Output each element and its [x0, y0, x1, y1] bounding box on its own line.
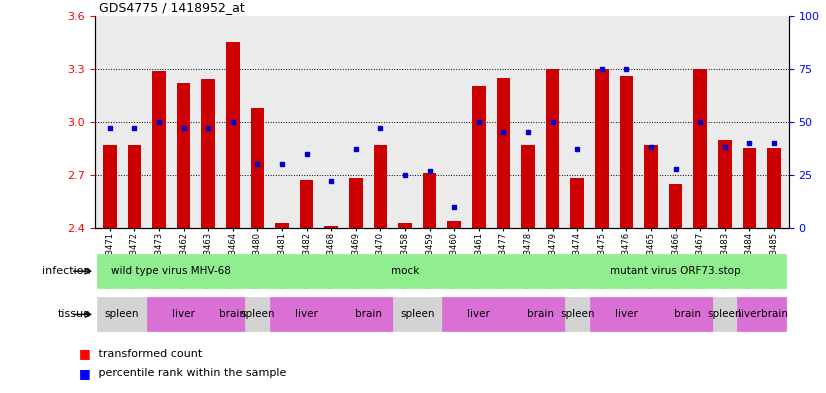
- Text: liver: liver: [738, 309, 761, 320]
- Text: mutant virus ORF73.stop: mutant virus ORF73.stop: [610, 266, 741, 276]
- Bar: [97, 254, 245, 288]
- Text: transformed count: transformed count: [95, 349, 202, 359]
- Bar: [250, 108, 264, 228]
- Bar: [373, 145, 387, 228]
- Bar: [546, 69, 559, 228]
- Text: spleen: spleen: [708, 309, 742, 320]
- Text: liver: liver: [172, 309, 195, 320]
- Bar: [713, 298, 737, 331]
- Text: spleen: spleen: [400, 309, 434, 320]
- Bar: [669, 184, 682, 228]
- Bar: [663, 298, 713, 331]
- Bar: [127, 145, 141, 228]
- Bar: [221, 298, 245, 331]
- Bar: [392, 298, 442, 331]
- Text: liver: liver: [615, 309, 638, 320]
- Text: mock: mock: [391, 266, 419, 276]
- Text: percentile rank within the sample: percentile rank within the sample: [95, 368, 287, 378]
- Text: brain: brain: [761, 309, 787, 320]
- Bar: [152, 70, 166, 228]
- Bar: [349, 178, 363, 228]
- Text: infection: infection: [42, 266, 91, 276]
- Bar: [275, 222, 289, 228]
- Bar: [245, 254, 565, 288]
- Bar: [300, 180, 313, 228]
- Bar: [743, 148, 757, 228]
- Bar: [147, 298, 221, 331]
- Bar: [620, 76, 634, 228]
- Text: spleen: spleen: [240, 309, 274, 320]
- Bar: [515, 298, 565, 331]
- Bar: [177, 83, 190, 228]
- Text: brain: brain: [527, 309, 553, 320]
- Bar: [97, 298, 147, 331]
- Bar: [202, 79, 215, 228]
- Text: wild type virus MHV-68: wild type virus MHV-68: [112, 266, 231, 276]
- Bar: [767, 148, 781, 228]
- Text: brain: brain: [354, 309, 382, 320]
- Bar: [423, 173, 436, 228]
- Bar: [718, 140, 732, 228]
- Bar: [565, 254, 786, 288]
- Bar: [344, 298, 392, 331]
- Bar: [496, 78, 510, 228]
- Text: ■: ■: [79, 367, 91, 380]
- Bar: [737, 298, 762, 331]
- Text: tissue: tissue: [58, 309, 91, 320]
- Bar: [565, 298, 590, 331]
- Bar: [571, 178, 584, 228]
- Bar: [245, 298, 269, 331]
- Bar: [595, 69, 609, 228]
- Bar: [448, 221, 461, 228]
- Text: liver: liver: [468, 309, 491, 320]
- Bar: [472, 86, 486, 228]
- Bar: [269, 298, 344, 331]
- Bar: [762, 298, 786, 331]
- Text: GDS4775 / 1418952_at: GDS4775 / 1418952_at: [99, 1, 244, 14]
- Bar: [103, 145, 116, 228]
- Text: brain: brain: [219, 309, 246, 320]
- Text: spleen: spleen: [105, 309, 140, 320]
- Bar: [398, 222, 412, 228]
- Text: spleen: spleen: [560, 309, 595, 320]
- Bar: [590, 298, 663, 331]
- Text: ■: ■: [79, 347, 91, 360]
- Bar: [644, 145, 657, 228]
- Bar: [226, 42, 240, 228]
- Bar: [442, 298, 515, 331]
- Text: liver: liver: [295, 309, 318, 320]
- Bar: [521, 145, 534, 228]
- Bar: [694, 69, 707, 228]
- Bar: [325, 226, 338, 228]
- Text: brain: brain: [675, 309, 701, 320]
